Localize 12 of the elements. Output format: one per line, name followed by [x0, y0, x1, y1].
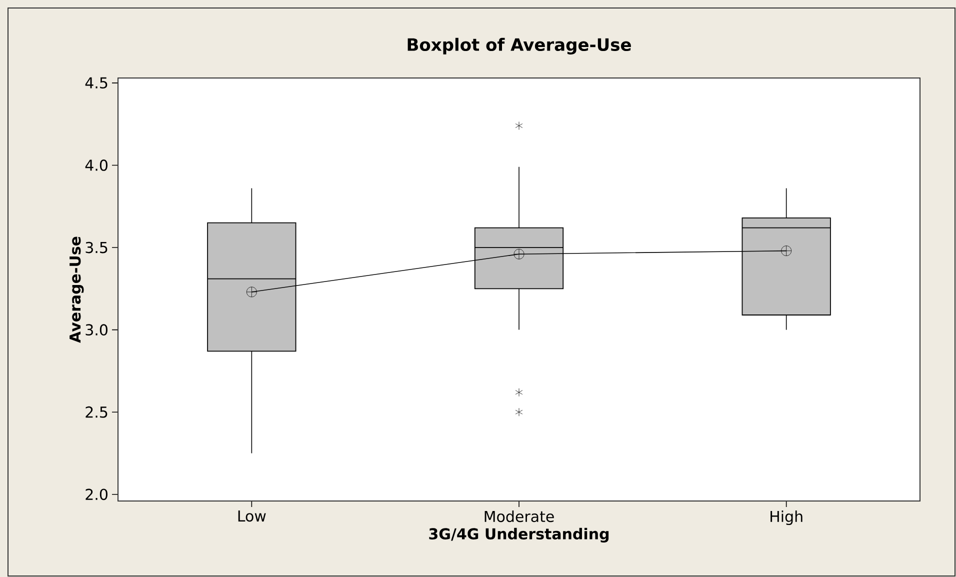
y-tick-label: 2.0	[86, 488, 108, 500]
x-tick-label: Moderate	[484, 510, 554, 522]
y-tick-label: 4.5	[85, 77, 108, 89]
y-tick-label: 3.5	[86, 242, 108, 254]
x-axis-title: 3G/4G Understanding	[429, 528, 609, 543]
y-tick-label: 2.5	[86, 406, 108, 418]
x-tick-label: Low	[238, 510, 266, 522]
y-axis-title: Average-Use	[70, 236, 84, 343]
y-tick-label: 3.0	[86, 324, 108, 336]
chart-title: Boxplot of Average-Use	[408, 38, 631, 54]
y-tick-label: 4.0	[85, 160, 108, 171]
x-tick-label: High	[770, 510, 802, 526]
